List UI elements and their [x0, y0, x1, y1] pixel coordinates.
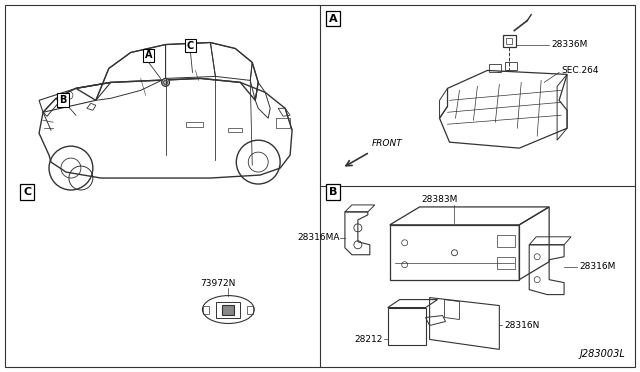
Bar [506, 38, 512, 44]
Text: SEC.264: SEC.264 [561, 66, 598, 75]
Text: 28336M: 28336M [551, 40, 588, 49]
Text: 28316N: 28316N [504, 321, 540, 330]
Text: C: C [23, 187, 31, 197]
Text: 73972N: 73972N [201, 279, 236, 288]
Bar [497, 257, 515, 269]
Bar [247, 305, 253, 314]
Bar [186, 122, 204, 127]
Text: C: C [187, 41, 194, 51]
Text: B: B [329, 187, 337, 197]
Bar [506, 62, 517, 70]
Text: 28212: 28212 [355, 335, 383, 344]
Bar [497, 235, 515, 247]
Bar [204, 305, 209, 314]
Text: J283003L: J283003L [579, 349, 625, 359]
Text: 28316M: 28316M [579, 262, 616, 271]
Text: A: A [328, 14, 337, 24]
Circle shape [161, 78, 170, 86]
Bar [228, 128, 243, 132]
Bar [276, 118, 290, 128]
Text: 28316MA: 28316MA [298, 233, 340, 242]
Bar [490, 64, 501, 73]
Text: 28383M: 28383M [421, 195, 458, 205]
Polygon shape [222, 305, 234, 314]
Text: FRONT: FRONT [372, 139, 403, 148]
Bar [503, 35, 516, 46]
Text: A: A [145, 51, 152, 61]
Text: B: B [60, 95, 67, 105]
